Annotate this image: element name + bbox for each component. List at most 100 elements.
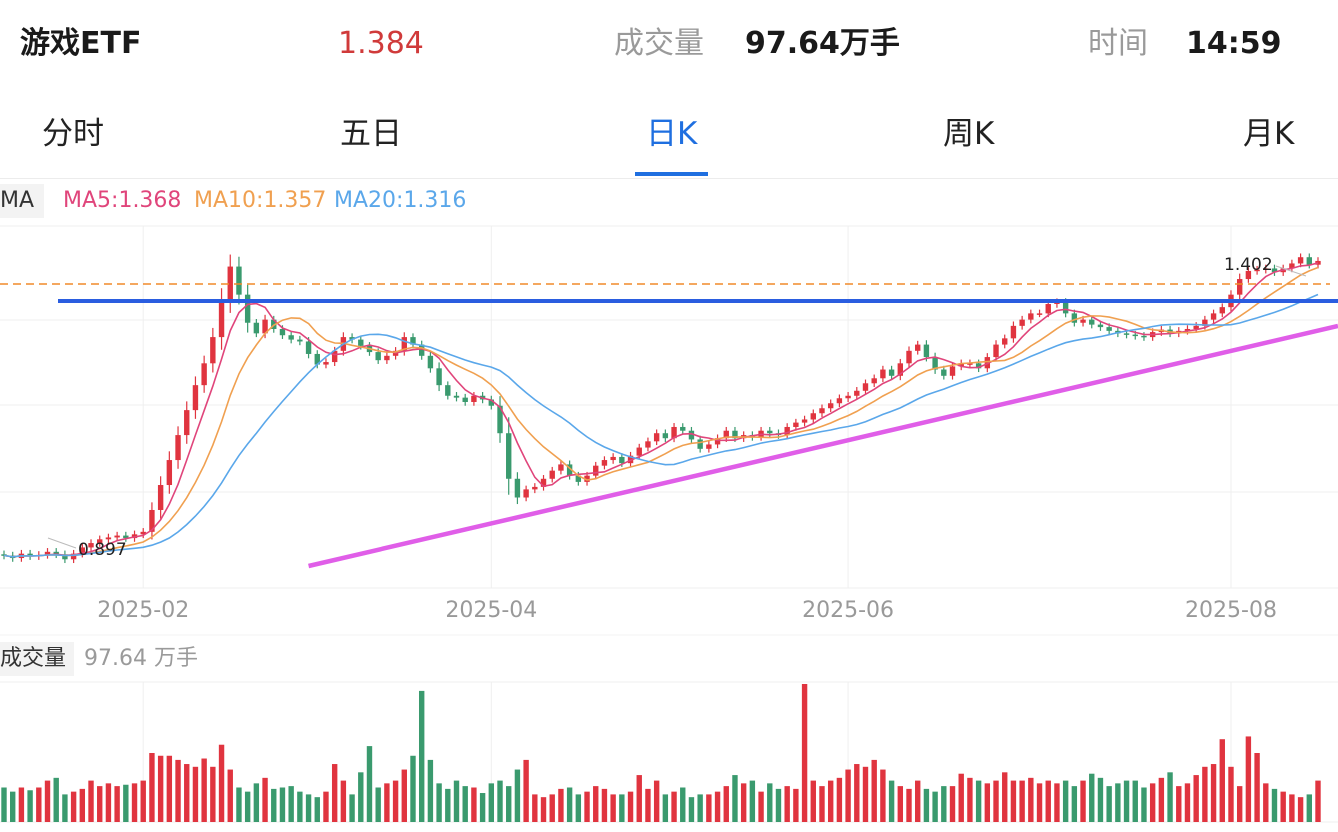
candle-body bbox=[888, 369, 895, 376]
candle-body bbox=[575, 475, 582, 482]
candle-body bbox=[810, 413, 816, 420]
volume-bar bbox=[1054, 783, 1060, 822]
volume-bar bbox=[410, 755, 416, 822]
volume-bar bbox=[1062, 780, 1069, 822]
candle-body bbox=[427, 355, 434, 369]
volume-bar bbox=[44, 780, 51, 822]
candle-body bbox=[558, 464, 564, 471]
volume-bar bbox=[279, 787, 286, 822]
candle-body bbox=[1097, 324, 1104, 328]
volume-bar bbox=[445, 788, 451, 822]
candle-body bbox=[140, 531, 146, 535]
volume-bar bbox=[732, 775, 738, 822]
time-value: 14:59 bbox=[1186, 26, 1282, 61]
time-label: 时间 bbox=[1088, 26, 1148, 61]
candle-body bbox=[297, 339, 303, 342]
volume-bar bbox=[471, 787, 477, 822]
volume-bar bbox=[854, 764, 860, 822]
candle-body bbox=[549, 470, 555, 479]
candle-body bbox=[323, 362, 329, 365]
candle-body bbox=[1271, 268, 1278, 273]
volume-bar bbox=[201, 758, 207, 822]
volume-bar bbox=[227, 769, 233, 822]
tab-monthly-k[interactable]: 月K bbox=[1243, 116, 1295, 152]
volume-bar bbox=[418, 690, 425, 822]
support-trendline bbox=[308, 323, 1338, 569]
volume-indicator-tag[interactable]: 成交量 bbox=[0, 642, 75, 676]
volume-bar bbox=[184, 764, 190, 822]
volume-bar bbox=[1219, 739, 1225, 822]
candle-body bbox=[314, 353, 320, 365]
volume-bars bbox=[1, 684, 1321, 822]
volume-bar bbox=[210, 766, 216, 822]
tab-daily-k[interactable]: 日K bbox=[646, 116, 698, 152]
candle-body bbox=[244, 294, 251, 323]
chart-overlays bbox=[0, 265, 1338, 569]
candle-body bbox=[114, 535, 120, 538]
volume-bar bbox=[218, 744, 225, 822]
candle-body bbox=[636, 447, 642, 456]
candle-body bbox=[1210, 313, 1217, 320]
volume-bar bbox=[1254, 753, 1260, 822]
volume-bar bbox=[1089, 773, 1095, 822]
volume-bar bbox=[767, 783, 773, 822]
candle-body bbox=[610, 456, 616, 461]
ma10-line bbox=[3, 266, 1319, 558]
candle-body bbox=[1254, 269, 1260, 272]
volume-bar bbox=[1019, 780, 1025, 822]
candle-body bbox=[88, 543, 94, 548]
volume-bar bbox=[975, 780, 982, 822]
volume-bar bbox=[949, 786, 956, 822]
candle-body bbox=[1297, 257, 1304, 264]
candle-body bbox=[880, 369, 886, 379]
candle-body bbox=[497, 405, 503, 434]
candle-body bbox=[445, 385, 451, 396]
tab-weekly-k[interactable]: 周K bbox=[943, 116, 995, 152]
volume-bar bbox=[810, 780, 816, 822]
volume-bar bbox=[175, 759, 181, 822]
candle-body bbox=[349, 337, 355, 340]
volume-bar bbox=[801, 684, 808, 822]
volume-bar bbox=[714, 791, 721, 822]
candle-body bbox=[923, 344, 930, 358]
volume-bar bbox=[297, 791, 303, 822]
candle-body bbox=[1263, 268, 1269, 270]
volume-bar bbox=[619, 794, 625, 822]
candle-body bbox=[1193, 325, 1199, 329]
volume-bar bbox=[836, 777, 843, 822]
active-tab-indicator bbox=[635, 172, 708, 176]
volume-bar bbox=[758, 791, 764, 822]
last-price: 1.384 bbox=[338, 26, 424, 61]
candle-body bbox=[70, 553, 77, 560]
candle-body bbox=[331, 350, 338, 363]
volume-bar bbox=[18, 787, 25, 822]
volume-bar bbox=[1002, 772, 1008, 822]
candle-body bbox=[714, 438, 721, 445]
tab-intraday[interactable]: 分时 bbox=[42, 116, 104, 152]
volume-bar bbox=[915, 780, 921, 822]
volume-bar bbox=[584, 791, 590, 822]
volume-bar bbox=[993, 780, 999, 822]
candle-body bbox=[1045, 304, 1051, 314]
volume-bar bbox=[1158, 777, 1165, 822]
candle-body bbox=[723, 430, 729, 439]
volume-bar bbox=[862, 766, 869, 822]
candle-body bbox=[619, 456, 625, 464]
candle-body bbox=[836, 398, 843, 404]
volume-bar bbox=[984, 783, 991, 822]
candle-body bbox=[767, 430, 773, 434]
tab-five-day[interactable]: 五日 bbox=[340, 116, 402, 152]
volume-bar bbox=[305, 794, 312, 822]
volume-bar bbox=[1289, 794, 1295, 822]
candle-body bbox=[79, 547, 86, 554]
volume-bar bbox=[36, 787, 42, 822]
volume-bar bbox=[558, 788, 564, 822]
candle-body bbox=[157, 485, 164, 510]
candle-body bbox=[149, 509, 155, 532]
ma-indicator-tag[interactable]: MA bbox=[0, 184, 45, 218]
x-axis-labels: 2025-02 2025-04 2025-06 2025-08 bbox=[97, 598, 1277, 623]
volume-bar bbox=[793, 788, 799, 822]
candle-body bbox=[1036, 313, 1043, 315]
volume-bar bbox=[88, 780, 94, 822]
